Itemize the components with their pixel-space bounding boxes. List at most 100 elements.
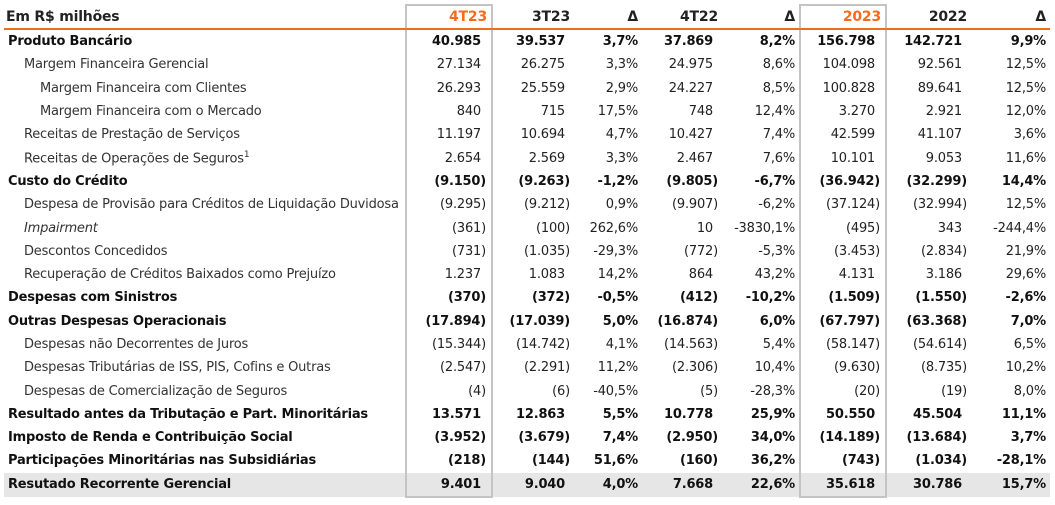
cell-4t23: (2.547) [405,356,493,380]
row-label-text: Descontos Concedidos [24,243,168,259]
cell-3t23: 26.275 [520,57,565,73]
cell-2022: (32.994) [912,197,967,213]
cell-2022: 142.721 [904,34,962,50]
row-label: Receitas de Operações de Seguros1 [4,146,406,169]
cell-delta-year: -244,4% [993,220,1046,236]
cell-delta-q: 4,7% [605,127,638,143]
cell-4t22: (9.907) [672,197,718,213]
table-row: Despesas com Sinistros (370) (372) -0,5% (41… [4,286,1050,310]
cell-4t23: (15.344) [405,332,493,357]
cell-delta-yoy: -6,7% [754,173,796,189]
cell-delta-q: 5,5% [602,406,638,422]
cell-2022: (63.368) [906,313,968,329]
cell-2022: (8.735) [921,360,967,376]
cell-delta-yoy: 12,4% [754,104,796,120]
cell-2023: (14.189) [799,426,887,450]
cell-4t22: 748 [688,104,713,120]
cell-delta-q: 51,6% [593,453,638,469]
table-row: Margem Financeira com o Mercado 840 715 17,… [4,99,1050,124]
cell-delta-q: 5,0% [602,313,638,329]
cell-4t22: 24.975 [668,57,713,73]
cell-3t23: 39.537 [516,34,565,50]
units-label: Em R$ milhões [4,5,406,30]
row-label: Recuperação de Créditos Baixados como Pr… [4,263,406,286]
cell-3t23: (1.035) [524,243,570,259]
cell-4t23: 1.237 [405,262,493,287]
table-row: Despesas de Comercialização de Seguros (4… [4,379,1050,403]
cell-delta-yoy: 6,0% [759,313,795,329]
cell-2023: 156.798 [799,29,887,54]
cell-delta-yoy: 36,2% [750,453,795,469]
row-label-text: Receitas de Operações de Seguros [24,151,244,167]
cell-3t23: 12.863 [516,406,565,422]
cell-4t22: 10.427 [668,127,713,143]
cell-2023: (67.797) [799,309,887,333]
table-row: Resutado Recorrente Gerencial 9.401 9.040 4… [4,472,1050,498]
header-row: Em R$ milhões 4T23 3T23 Δ 4T22 Δ 2023 20… [4,4,1050,30]
table-row: Produto Bancário 40.985 39.537 3,7% 37.869 8,… [4,29,1050,54]
cell-delta-q: 3,3% [605,57,638,73]
footnote-marker: 1 [243,149,250,160]
cell-delta-yoy: 43,2% [754,267,796,283]
row-label: Despesas não Decorrentes de Juros [4,333,406,356]
row-label-text: Custo do Crédito [8,173,128,189]
cell-delta-q: -0,5% [597,290,639,306]
cell-2022: 89.641 [917,80,962,96]
cell-2022: (1.034) [915,453,967,469]
table-row: Receitas de Prestação de Serviços 11.197 1… [4,123,1050,147]
cell-delta-year: 6,5% [1013,337,1046,352]
cell-3t23: (9.212) [524,197,570,213]
row-label: Imposto de Renda e Contribuição Social [4,426,406,449]
cell-delta-year: 3,7% [1010,430,1046,446]
cell-2023: (58.147) [799,332,887,357]
cell-delta-year: -28,1% [996,453,1046,469]
row-label-text: Despesas de Comercialização de Seguros [24,383,288,399]
cell-3t23: 1.083 [528,267,565,283]
cell-delta-year: 7,0% [1010,313,1046,329]
table-row: Margem Financeira com Clientes 26.293 25.5… [4,76,1050,100]
cell-delta-yoy: 8,6% [762,57,795,73]
row-label-text: Margem Financeira com o Mercado [40,104,262,120]
table-row: Participações Minoritárias nas Subsidiár… [4,449,1050,473]
cell-2022: 343 [937,220,962,236]
cell-3t23: (14.742) [515,337,570,352]
row-label: Outras Despesas Operacionais [4,310,406,333]
cell-delta-yoy: 5,4% [762,337,795,352]
cell-delta-q: 7,4% [602,430,638,446]
cell-4t22: (5) [700,383,718,399]
cell-2022: (54.614) [912,337,967,352]
row-label: Resutado Recorrente Gerencial [4,472,406,497]
cell-3t23: (144) [531,453,570,469]
col-header-2022: 2022 [886,5,971,30]
cell-4t22: 7.668 [642,472,722,497]
cell-2022: (1.550) [915,290,967,306]
cell-delta-year: 10,2% [1005,360,1047,376]
cell-4t22: (16.874) [657,313,719,329]
cell-3t23: (2.291) [524,360,570,376]
cell-2022: (13.684) [906,430,968,446]
cell-4t23: (9.295) [405,193,493,217]
table-row: Receitas de Operações de Seguros1 2.654 2.… [4,146,1050,170]
row-label-text: Margem Financeira Gerencial [24,57,209,73]
cell-4t23: 840 [405,99,493,124]
cell-4t22: (412) [679,290,718,306]
cell-2023: (37.124) [799,193,887,217]
cell-2022: 92.561 [917,57,962,73]
cell-delta-year: 9,9% [1010,34,1046,50]
col-header-2023: 2023 [799,4,887,30]
cell-delta-yoy: 7,6% [762,150,795,166]
cell-2022: 3.186 [925,267,962,283]
cell-delta-q: -1,2% [597,173,639,189]
row-label: Despesa de Provisão para Créditos de Liq… [4,193,406,216]
table-row: Recuperação de Créditos Baixados como Pr… [4,262,1050,287]
cell-4t22: 2.467 [676,150,713,166]
table-row: Despesa de Provisão para Créditos de Liq… [4,193,1050,217]
cell-delta-q: 3,3% [605,150,638,166]
cell-3t23: (3.679) [518,430,570,446]
table-row: Despesas Tributárias de ISS, PIS, Cofins… [4,356,1050,380]
row-label-text: Margem Financeira com Clientes [40,80,247,96]
cell-2023: (9.630) [799,356,887,380]
cell-4t22: (9.805) [666,173,718,189]
cell-2023: 100.828 [799,76,887,100]
row-label-text: Recuperação de Créditos Baixados como Pr… [24,267,336,283]
